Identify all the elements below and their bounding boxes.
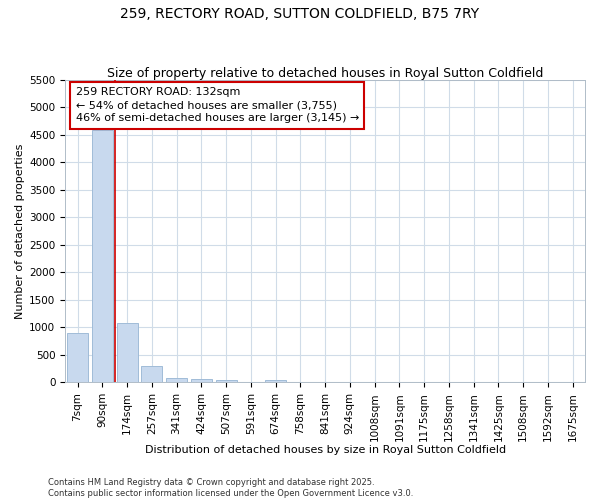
Text: 259 RECTORY ROAD: 132sqm
← 54% of detached houses are smaller (3,755)
46% of sem: 259 RECTORY ROAD: 132sqm ← 54% of detach…	[76, 87, 359, 124]
Bar	[116, 323, 137, 382]
Bar	[67, 333, 88, 382]
Title: Size of property relative to detached houses in Royal Sutton Coldfield: Size of property relative to detached ho…	[107, 66, 543, 80]
Bar	[265, 380, 286, 382]
Bar	[141, 366, 163, 382]
Bar	[215, 380, 236, 382]
Bar	[191, 379, 212, 382]
Text: 259, RECTORY ROAD, SUTTON COLDFIELD, B75 7RY: 259, RECTORY ROAD, SUTTON COLDFIELD, B75…	[121, 8, 479, 22]
Text: Contains HM Land Registry data © Crown copyright and database right 2025.
Contai: Contains HM Land Registry data © Crown c…	[48, 478, 413, 498]
Y-axis label: Number of detached properties: Number of detached properties	[15, 143, 25, 318]
Bar	[92, 130, 113, 382]
X-axis label: Distribution of detached houses by size in Royal Sutton Coldfield: Distribution of detached houses by size …	[145, 445, 506, 455]
Bar	[166, 378, 187, 382]
